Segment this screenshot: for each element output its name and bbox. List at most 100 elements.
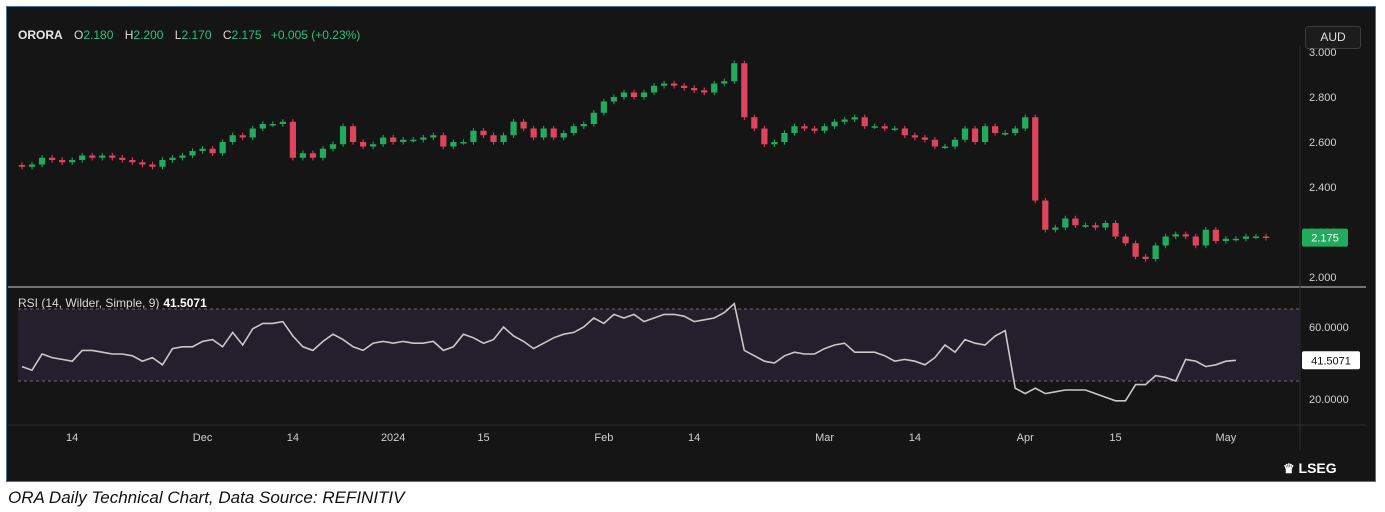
candle-body — [1002, 133, 1009, 135]
candle-body — [1222, 238, 1229, 241]
candle-body — [1262, 236, 1270, 238]
time-tick-label: 14 — [66, 432, 78, 444]
candle-body — [1112, 223, 1119, 237]
candle-body — [219, 142, 226, 154]
candle-body — [510, 121, 517, 136]
price-badge — [1302, 228, 1348, 247]
candle-body — [791, 126, 798, 133]
candle-body — [329, 144, 337, 149]
price-tick-label: 2.000 — [1309, 272, 1337, 284]
candle-body — [941, 146, 949, 148]
open-key: O — [74, 28, 84, 42]
high-value: 2.200 — [133, 28, 164, 42]
symbol-label: ORORA — [18, 28, 63, 42]
candle-body — [650, 85, 658, 93]
candle-body — [259, 124, 266, 129]
candle-body — [891, 128, 898, 130]
candle-body — [1142, 256, 1149, 259]
candle-body — [711, 83, 718, 93]
time-tick-label: 15 — [477, 432, 489, 444]
candle-body — [761, 128, 768, 145]
lseg-emblem-icon: ♛ — [1283, 461, 1295, 476]
candle-body — [731, 63, 738, 82]
candle-body — [1252, 236, 1260, 238]
price-tick-label: 3.000 — [1309, 47, 1337, 59]
rsi-line — [21, 302, 1236, 402]
time-tick-label: May — [1215, 432, 1236, 444]
rsi-badge — [1302, 351, 1360, 370]
candle-body — [570, 126, 577, 133]
price-tick-label: 2.800 — [1309, 92, 1337, 104]
candle-body — [189, 151, 196, 156]
candle-body — [79, 155, 86, 160]
time-tick-label: Mar — [815, 432, 834, 444]
candle-body — [99, 155, 106, 158]
candle-body — [721, 81, 728, 84]
candle-body — [1012, 128, 1019, 133]
candle-body — [59, 160, 66, 163]
candle-body — [871, 126, 878, 128]
candle-body — [500, 135, 507, 142]
candle-body — [430, 135, 437, 138]
candle-body — [169, 157, 176, 160]
price-chart-svg[interactable]: 2.000 2.200 2.400 2.600 2.800 3.000 20.0000 60.… — [0, 0, 1385, 484]
candle-body — [992, 126, 999, 133]
candle-body — [560, 133, 567, 138]
candle-body — [1202, 229, 1209, 246]
rsi-tick-label: 20.0000 — [1309, 394, 1349, 406]
candle-body — [1062, 218, 1069, 228]
time-tick-label: Feb — [594, 432, 613, 444]
candle-body — [119, 157, 126, 160]
candle-body — [460, 142, 467, 144]
candle-body — [1082, 225, 1089, 227]
candle-body — [299, 153, 307, 158]
time-tick-label: 14 — [909, 432, 921, 444]
candle-body — [400, 139, 407, 142]
candle-body — [701, 90, 708, 93]
rsi-band — [18, 309, 1300, 381]
candle-body — [28, 164, 36, 167]
candle-body — [139, 162, 146, 165]
candle-body — [359, 142, 367, 147]
time-tick-label: 15 — [1109, 432, 1121, 444]
candle-body — [1162, 236, 1169, 246]
candle-body — [109, 155, 116, 158]
candle-body — [1182, 234, 1189, 237]
low-value: 2.170 — [181, 28, 212, 42]
candle-body — [179, 155, 186, 158]
candle-body — [861, 117, 868, 127]
candle-body — [209, 148, 216, 154]
time-tick-label: 14 — [287, 432, 299, 444]
candle-body — [480, 130, 487, 136]
candle-body — [48, 157, 56, 160]
low-key: L — [174, 28, 182, 42]
candle-body — [801, 126, 808, 129]
time-tick-label: 2024 — [381, 432, 405, 444]
brand-label: LSEG — [1298, 460, 1337, 476]
rsi-badge-label: 41.5071 — [1311, 355, 1351, 367]
candle-body — [1052, 227, 1059, 230]
candle-body — [961, 128, 969, 140]
candle-body — [951, 139, 959, 147]
candle-body — [1032, 117, 1039, 201]
candle-body — [269, 124, 276, 126]
candle-body — [349, 126, 357, 142]
candle-body — [981, 126, 989, 142]
candle-body — [89, 155, 96, 158]
currency-button[interactable]: AUD — [1305, 26, 1361, 49]
candle-body — [279, 121, 286, 124]
candle-body — [841, 119, 848, 122]
caption-bar — [0, 484, 1385, 512]
time-tick-label: 14 — [688, 432, 700, 444]
candle-body — [1242, 236, 1250, 239]
price-badge-label: 2.175 — [1311, 233, 1339, 245]
rsi-title: RSI (14, Wilder, Simple, 9) — [18, 296, 160, 310]
candle-body — [741, 63, 748, 118]
candle-body — [600, 101, 607, 113]
ohlc-legend: ORORA O2.180 H2.200 L2.170 C2.175 +0.005… — [18, 28, 360, 42]
candle-body — [610, 97, 618, 102]
price-tick-label: 2.400 — [1309, 182, 1337, 194]
candle-body — [921, 137, 929, 140]
candle-body — [319, 148, 327, 158]
candle-body — [149, 164, 156, 167]
